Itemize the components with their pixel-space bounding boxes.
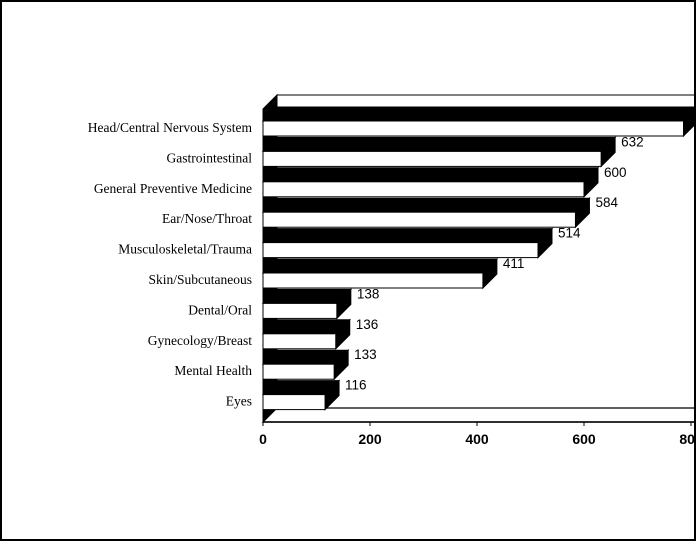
category-label: Ear/Nose/Throat [162,211,252,226]
bar [261,318,351,351]
bar [261,136,617,168]
bar [261,379,341,411]
category-labels: Head/Central Nervous System Gastrointesti… [88,120,253,409]
tick-label: 200 [358,431,382,447]
category-label: Musculoskeletal/Trauma [118,242,252,257]
bar-top [261,167,600,183]
category-label: Mental Health [174,363,252,378]
bar-face [262,363,335,380]
bar [261,196,591,229]
bar [261,257,499,290]
bar-face [262,302,338,319]
bar-face [262,120,685,137]
value-label: 632 [621,134,644,149]
tick-label: 400 [465,431,489,447]
value-label: 600 [604,165,627,180]
category-label: Dental/Oral [188,302,252,317]
bar-top [261,197,591,213]
value-label: 133 [354,347,377,362]
value-label: 116 [345,378,367,393]
category-label: Gastrointestinal [167,150,253,165]
bar-face [262,272,484,289]
bar-top [261,319,351,335]
bar [261,288,353,320]
bar-face [262,211,576,228]
bar-face [262,181,585,198]
bar-top [261,349,350,365]
bars [261,106,694,411]
tick-label: 0 [259,431,267,447]
floor [261,407,694,423]
bar-top [261,288,353,304]
bar-face [262,333,337,350]
bar-top [261,258,499,274]
bar [261,166,600,199]
category-label: Skin/Subcutaneous [149,272,253,287]
bar [261,106,694,138]
bar [261,227,554,259]
value-label: 584 [595,195,618,210]
bar-top [261,106,694,122]
bar-face [262,150,602,167]
value-label: 514 [558,226,581,241]
bar-face [262,242,539,259]
value-label: 138 [357,286,380,301]
value-label: 411 [503,256,525,271]
bar-face [262,394,326,411]
x-axis-ticks: 02004006008001000 [259,422,694,447]
category-label: Eyes [226,394,252,409]
bar-top [261,136,617,152]
tick-label: 800 [679,431,694,447]
category-label: General Preventive Medicine [94,181,252,196]
tick-label: 600 [572,431,596,447]
category-label: Head/Central Nervous System [88,120,253,135]
bar [261,348,350,381]
value-label: 136 [356,317,379,332]
bar-top [261,228,554,244]
value-labels: 786632600584514411138136133116 [345,134,644,393]
category-label: Gynecology/Breast [148,333,252,348]
